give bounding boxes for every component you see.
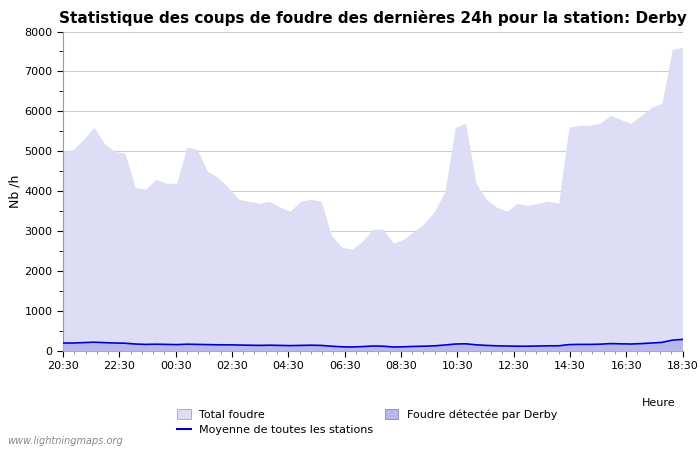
- Text: www.lightningmaps.org: www.lightningmaps.org: [7, 436, 122, 446]
- Title: Statistique des coups de foudre des dernières 24h pour la station: Derby: Statistique des coups de foudre des dern…: [59, 10, 687, 26]
- Legend: Total foudre, Moyenne de toutes les stations, Foudre détectée par Derby: Total foudre, Moyenne de toutes les stat…: [174, 406, 561, 438]
- Text: Heure: Heure: [642, 398, 675, 408]
- Y-axis label: Nb /h: Nb /h: [8, 175, 22, 208]
